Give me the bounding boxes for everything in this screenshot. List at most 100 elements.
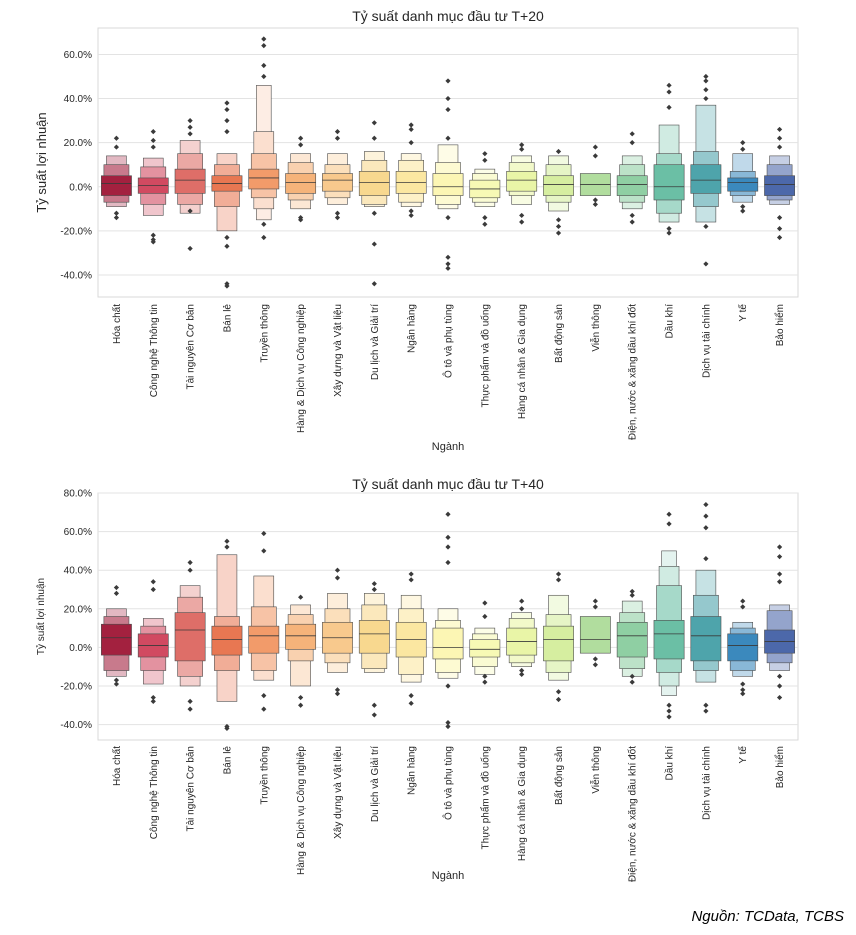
outlier-point xyxy=(150,579,156,585)
x-tick-label: Thực phẩm và đồ uống xyxy=(479,304,491,407)
x-tick-label: Điện, nước & xăng dầu khí đốt xyxy=(627,746,639,882)
outlier-point xyxy=(703,556,709,562)
box-level xyxy=(469,639,501,658)
outlier-point xyxy=(519,219,525,225)
outlier-point xyxy=(298,594,304,600)
outlier-point xyxy=(371,210,377,216)
x-tick-label: Y tế xyxy=(737,746,749,764)
outlier-point xyxy=(150,232,156,238)
box-level xyxy=(764,175,795,196)
box-level xyxy=(690,616,722,662)
outlier-point xyxy=(113,215,120,221)
outlier-point xyxy=(482,215,488,221)
outlier-point xyxy=(555,148,562,155)
box-level xyxy=(358,620,390,654)
outlier-point xyxy=(445,95,451,102)
box-level xyxy=(174,612,206,662)
x-tick-label: Xây dựng và Vật liệu xyxy=(333,746,344,839)
outlier-point xyxy=(113,681,120,687)
box-group xyxy=(137,579,169,705)
outlier-point xyxy=(298,702,304,708)
outlier-point xyxy=(740,203,746,210)
x-tick-label: Tài nguyên Cơ bản xyxy=(186,304,197,390)
x-tick-label: Xây dựng và Vật liệu xyxy=(333,304,344,397)
x-tick-label: Điện, nước & xăng dầu khí đốt xyxy=(627,304,639,440)
x-tick-label: Ô tô và phụ tùng xyxy=(442,304,455,378)
outlier-point xyxy=(408,571,414,577)
outlier-point xyxy=(592,656,598,662)
outlier-point xyxy=(445,559,451,566)
outlier-point xyxy=(445,78,451,84)
outlier-point xyxy=(113,144,120,150)
outlier-point xyxy=(224,725,230,732)
y-axis-label: Tỷ suất lợi nhuận xyxy=(34,112,49,212)
chart-1: -40.0% -20.0% 0.0% 20.0% 40.0% 60.0% Tỷ suất d… xyxy=(34,8,799,453)
box-level xyxy=(616,621,648,658)
outlier-point xyxy=(334,135,341,141)
box-level xyxy=(579,616,611,654)
outlier-point xyxy=(445,544,451,550)
box-level xyxy=(653,164,685,201)
outlier-point xyxy=(519,146,525,152)
box-level xyxy=(727,177,759,192)
x-tick-label: Hóa chất xyxy=(111,746,123,786)
outlier-point xyxy=(334,567,341,573)
outlier-point xyxy=(555,223,562,230)
outlier-point xyxy=(666,511,672,517)
box-group xyxy=(174,559,206,712)
outlier-point xyxy=(371,120,377,126)
chart-2: -40.0% -20.0% 0.0% 20.0% 40.0% 60.0% 80.0% Tỷ s… xyxy=(35,476,799,882)
outlier-point xyxy=(703,525,709,531)
box-group xyxy=(506,142,538,225)
y-tick-label: 0.0% xyxy=(69,182,92,193)
outlier-point xyxy=(666,104,672,110)
outlier-point xyxy=(408,700,414,706)
outlier-point xyxy=(629,212,635,219)
outlier-point xyxy=(371,586,377,593)
outlier-point xyxy=(555,217,562,223)
x-tick-label: Bán lẻ xyxy=(222,304,233,333)
x-tick-label: Công nghệ Thông tin xyxy=(149,304,160,397)
box-group xyxy=(653,511,685,720)
x-tick-label: Bán lẻ xyxy=(222,746,233,775)
box-group xyxy=(616,131,648,225)
x-tick-label: Hàng cá nhân & Gia dụng xyxy=(517,746,528,861)
box-level xyxy=(248,168,280,190)
outlier-point xyxy=(150,698,156,705)
outlier-point xyxy=(629,219,635,225)
x-tick-label: Hàng cá nhân & Gia dụng xyxy=(517,304,528,419)
outlier-point xyxy=(408,140,414,146)
outlier-point xyxy=(408,208,414,214)
outlier-point xyxy=(150,137,156,144)
outlier-point xyxy=(519,667,525,674)
chart-title: Tỷ suất danh mục đầu tư T+20 xyxy=(352,8,544,24)
x-tick-label: Du lịch và Giải trí xyxy=(370,746,381,822)
outlier-point xyxy=(371,712,377,718)
outlier-point xyxy=(113,210,120,216)
outlier-point xyxy=(776,673,783,679)
outlier-point xyxy=(555,571,562,577)
x-tick-label: Viễn thông xyxy=(589,746,602,794)
box-group xyxy=(727,140,759,214)
box-group xyxy=(764,126,795,241)
box-group xyxy=(285,135,317,223)
outlier-point xyxy=(187,245,193,252)
outlier-point xyxy=(519,142,525,148)
outlier-point xyxy=(113,677,120,683)
outlier-point xyxy=(740,681,746,687)
outlier-point xyxy=(776,135,783,141)
box-level xyxy=(616,175,648,196)
outlier-point xyxy=(371,702,377,708)
y-tick-label: 0.0% xyxy=(69,643,92,654)
outlier-point xyxy=(261,43,267,49)
y-tick-label: 40.0% xyxy=(64,94,92,105)
box-group xyxy=(543,571,574,703)
outlier-point xyxy=(150,694,156,701)
outlier-point xyxy=(740,604,746,610)
x-axis-label: Ngành xyxy=(432,870,464,882)
box-group xyxy=(248,36,280,241)
outlier-point xyxy=(298,135,304,141)
box-group xyxy=(616,588,648,685)
x-tick-label: Dầu khí xyxy=(664,746,676,781)
box-group xyxy=(101,584,132,687)
